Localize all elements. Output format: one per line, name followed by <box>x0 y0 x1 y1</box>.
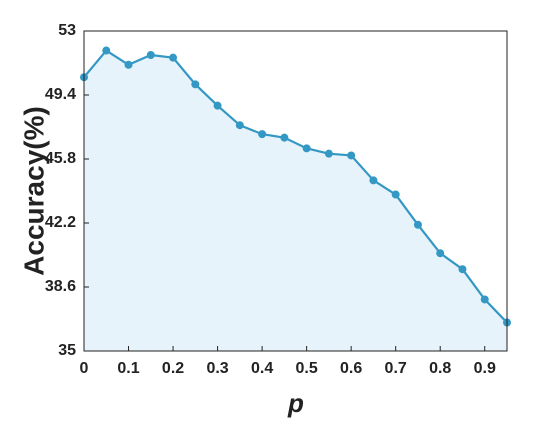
x-tick-label: 0.5 <box>296 360 318 377</box>
marker <box>235 121 244 130</box>
marker <box>369 176 378 185</box>
x-tick-label: 0.1 <box>117 360 139 377</box>
marker <box>480 295 489 304</box>
area <box>84 50 507 352</box>
x-tick-label: 0.7 <box>385 360 407 377</box>
marker <box>213 101 222 110</box>
marker <box>302 144 311 153</box>
y-tick-label: 53 <box>58 22 76 39</box>
marker <box>391 190 400 199</box>
plot-frame <box>83 30 508 352</box>
y-tick-label: 38.6 <box>45 278 76 295</box>
x-tick-label: 0.3 <box>206 360 228 377</box>
marker <box>436 249 445 258</box>
x-tick-label: 0.8 <box>429 360 451 377</box>
y-tick-label: 45.8 <box>45 150 76 167</box>
marker <box>191 80 200 89</box>
marker <box>169 53 178 62</box>
marker <box>124 60 133 69</box>
x-tick-label: 0.6 <box>340 360 362 377</box>
y-tick-label: 49.4 <box>45 86 76 103</box>
x-tick-label: 0 <box>80 360 89 377</box>
marker <box>413 220 422 229</box>
marker <box>280 133 289 142</box>
x-axis-label: p <box>287 388 304 418</box>
x-tick-label: 0.4 <box>251 360 273 377</box>
marker <box>146 51 155 59</box>
marker <box>458 265 467 274</box>
y-axis-label: Accuracy(%) <box>18 106 49 276</box>
marker <box>347 151 356 160</box>
x-tick-label: 0.2 <box>162 360 184 377</box>
y-tick-label: 42.2 <box>45 214 76 231</box>
marker <box>258 130 267 139</box>
y-tick-label: 35 <box>58 342 76 359</box>
marker <box>102 46 111 55</box>
x-tick-label: 0.9 <box>474 360 496 377</box>
marker <box>324 149 333 158</box>
